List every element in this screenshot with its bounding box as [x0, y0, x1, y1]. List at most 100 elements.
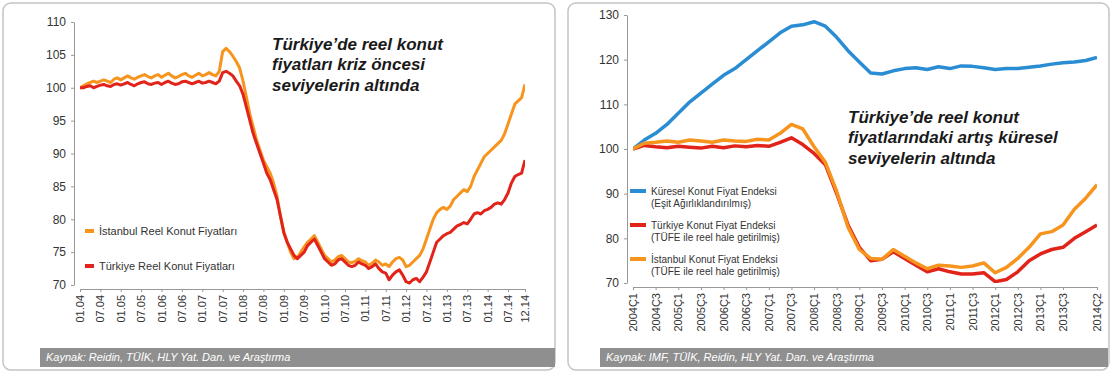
legend-label: İstanbul Reel Konut Fiyatları: [99, 225, 237, 237]
y-tick-label: 130: [599, 8, 619, 22]
x-tick-label: 07.05: [135, 295, 147, 323]
x-tick-label: 2007Ç1: [763, 293, 775, 332]
x-tick: 07.10: [339, 289, 351, 323]
x-tick-mark: [701, 287, 702, 290]
x-tick: 2007Ç3: [785, 287, 797, 332]
x-tick: 07.12: [421, 289, 433, 323]
x-tick-mark: [882, 287, 883, 290]
x-tick-mark: [791, 287, 792, 290]
x-tick-label: 01.06: [156, 295, 168, 323]
x-tick-label: 01.09: [278, 295, 290, 323]
legend-label-line: (TÜFE ile reel hale getirilmiş): [651, 266, 780, 277]
x-tick: 07.07: [217, 289, 229, 323]
y-tick-label: 90: [53, 147, 67, 161]
x-tick-mark: [284, 289, 285, 292]
y-tick-mark: [71, 186, 74, 187]
y-tick: 100: [46, 81, 74, 95]
source-note: Kaynak: Reidin, TÜİK, HLY Yat. Dan. ve A…: [46, 351, 290, 363]
x-tick: 01.09: [278, 289, 290, 323]
x-tick: 01.04: [74, 289, 86, 323]
y-tick: 90: [53, 147, 74, 161]
y-tick-label: 70: [53, 278, 67, 292]
y-tick-label: 100: [599, 142, 619, 156]
x-tick: 01.08: [237, 289, 249, 323]
x-tick-label: 2004Ç1: [627, 293, 639, 332]
x-tick: 07.06: [176, 289, 188, 323]
x-tick-label: 01.04: [74, 295, 86, 323]
y-axis: 708090100110120130: [599, 8, 628, 290]
y-tick-label: 105: [46, 48, 66, 62]
x-tick: 07.14: [502, 289, 514, 323]
x-tick-label: 2011Ç3: [967, 293, 979, 331]
legend-label-line: İstanbul Reel Konut Fiyatları: [99, 225, 237, 237]
x-tick-label: 01.05: [115, 295, 127, 323]
x-tick: 2007Ç1: [763, 287, 775, 332]
x-tick-label: 2007Ç3: [785, 293, 797, 332]
x-tick-label: 07.11: [380, 295, 392, 322]
x-tick-mark: [995, 287, 996, 290]
legend-item: Türkiye Konut Fiyat Endeksi(TÜFE ile ree…: [630, 220, 780, 243]
legend-label-line: Küresel Konut Fiyat Endeksi: [651, 186, 777, 197]
series-line: [80, 48, 525, 266]
x-tick-label: 07.04: [94, 295, 106, 323]
x-tick: 2004Ç3: [650, 287, 662, 332]
x-tick: 01.07: [196, 289, 208, 323]
x-tick-label: 2012Ç3: [1012, 293, 1024, 332]
x-tick-mark: [223, 289, 224, 292]
x-tick-mark: [837, 287, 838, 290]
x-tick-mark: [325, 289, 326, 292]
x-tick-mark: [80, 289, 81, 292]
x-tick: 2009Ç3: [876, 287, 888, 332]
chart-title-line: seviyelerin altında: [272, 76, 419, 95]
y-tick-label: 85: [53, 180, 67, 194]
chart-title-line: Türkiye’de reel konut: [848, 108, 1020, 127]
x-tick: 2012Ç3: [1012, 287, 1024, 332]
x-tick-mark: [859, 287, 860, 290]
source-bar: [600, 348, 1108, 367]
x-tick-label: 07.06: [176, 295, 188, 323]
x-tick: 07.05: [135, 289, 147, 323]
x-tick-mark: [927, 287, 928, 290]
y-tick: 100: [599, 142, 627, 156]
legend-swatch: [630, 189, 646, 193]
x-tick-mark: [406, 289, 407, 292]
x-tick-label: 2011Ç1: [944, 293, 956, 331]
x-tick: 2005Ç3: [695, 287, 707, 332]
x-tick: 2012Ç1: [989, 287, 1001, 332]
x-tick: 2014Ç2: [1091, 287, 1103, 332]
y-tick-label: 110: [47, 15, 66, 29]
x-tick-label: 07.14: [502, 295, 514, 323]
x-tick-mark: [905, 287, 906, 290]
y-tick: 120: [599, 53, 627, 67]
x-tick-label: 07.13: [461, 295, 473, 323]
x-tick-label: 2005Ç3: [695, 293, 707, 332]
panel-frame: [3, 3, 555, 370]
x-tick-label: 2009Ç1: [853, 293, 865, 332]
x-tick: 2010Ç3: [921, 287, 933, 332]
y-tick-label: 110: [600, 98, 619, 112]
x-axis: 01.04 07.04 01.05 07.05 01.06 07.06 01.07 07.07…: [74, 289, 531, 323]
x-tick-label: 07.08: [257, 295, 269, 323]
legend-label-line: (TÜFE ile reel hale getirilmiş): [651, 232, 780, 243]
x-tick: 2011Ç1: [944, 287, 956, 331]
legend-item: Küresel Konut Fiyat Endeksi(Eşit Ağırlık…: [630, 186, 777, 209]
legend-label: Küresel Konut Fiyat Endeksi(Eşit Ağırlık…: [651, 186, 777, 209]
x-tick: 2006Ç1: [718, 287, 730, 332]
y-tick-mark: [71, 121, 74, 122]
legend-item: İstanbul Konut Fiyat Endeksi(TÜFE ile re…: [630, 253, 780, 277]
y-tick: 85: [53, 180, 74, 194]
y-tick-mark: [71, 285, 74, 286]
x-tick-mark: [724, 287, 725, 290]
y-tick: 90: [606, 187, 627, 201]
source-note: Kaynak: IMF, TÜİK, Reidin, HLY Yat. Dan.…: [606, 351, 874, 363]
x-tick: 2009Ç1: [853, 287, 865, 332]
x-axis: 2004Ç12004Ç32005Ç12005Ç32006Ç12006Ç32007…: [627, 287, 1103, 332]
x-tick-mark: [467, 289, 468, 292]
chart-title-line: fiyatları kriz öncesi: [272, 55, 426, 74]
legend-label: İstanbul Konut Fiyat Endeksi(TÜFE ile re…: [651, 253, 780, 277]
x-tick-mark: [162, 289, 163, 292]
chart-panel: 70758085909510010511001.0407.0401.0507.0…: [3, 3, 555, 370]
x-tick: 01.10: [319, 289, 331, 323]
x-tick: 2010Ç1: [899, 287, 911, 332]
x-tick-mark: [633, 287, 634, 290]
